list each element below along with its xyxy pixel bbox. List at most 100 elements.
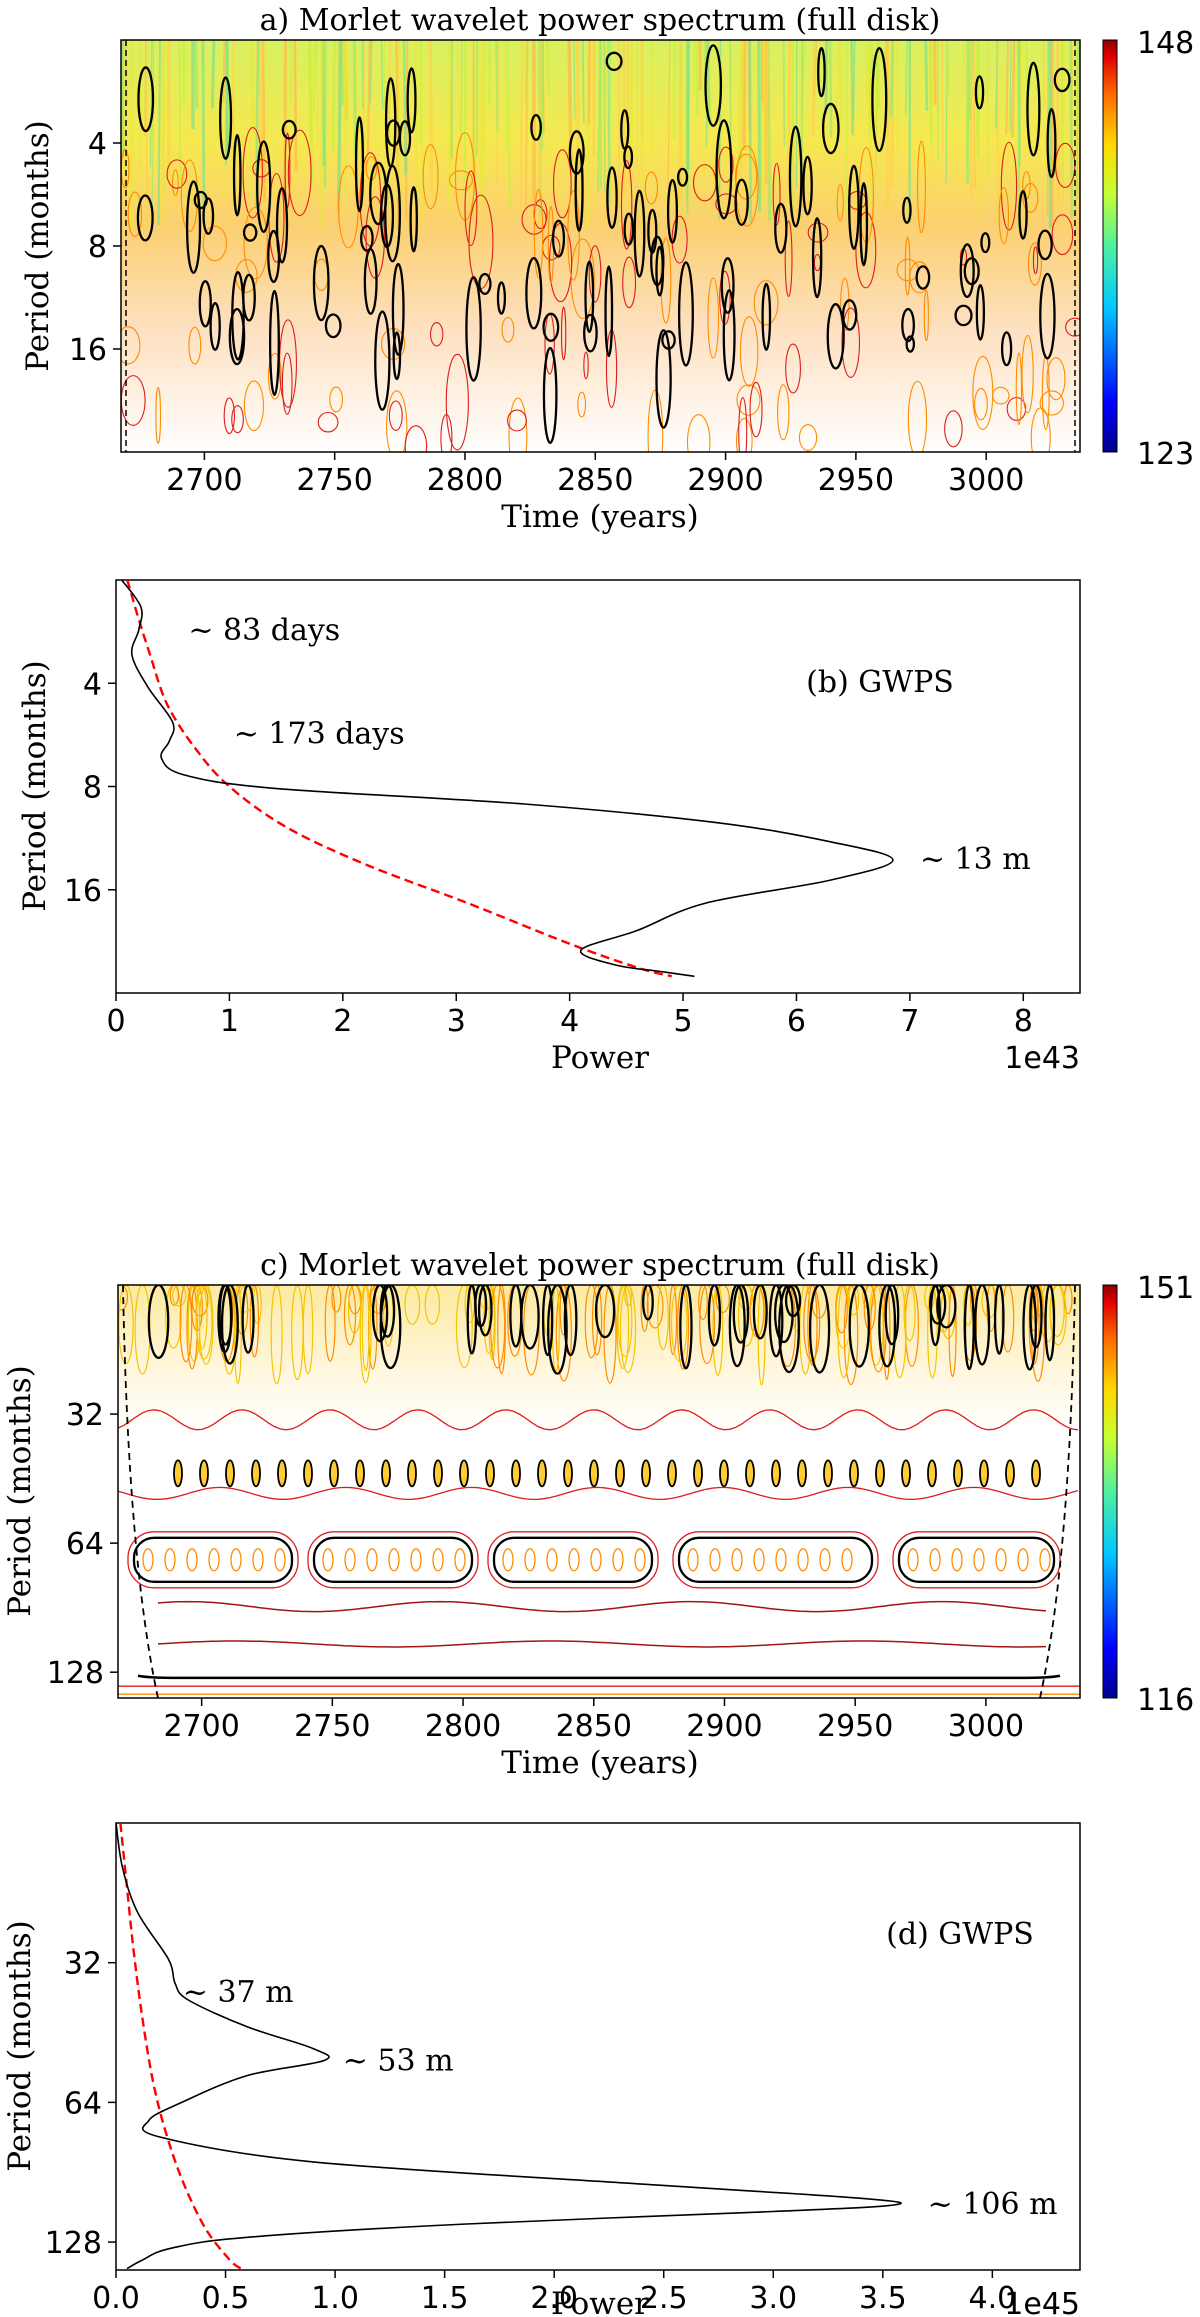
significance-contour — [693, 1459, 703, 1488]
panel-d-xtick-label: 3.0 — [749, 2281, 797, 2316]
power-contour — [591, 1285, 603, 1356]
significance-contour — [277, 1459, 287, 1488]
significance-contour — [329, 1459, 339, 1488]
significance-contour — [219, 76, 233, 160]
power-contour — [772, 162, 781, 226]
power-contour — [647, 389, 664, 452]
significance-contour — [530, 113, 542, 141]
significance-contour — [132, 1536, 294, 1583]
power-streak — [519, 40, 524, 216]
significance-contour — [137, 66, 155, 133]
panel-d-offset-label: 1e45 — [1004, 2287, 1080, 2317]
significance-contour — [623, 212, 635, 246]
panel-d-xtick-label: 1.0 — [311, 2281, 359, 2316]
significance-contour — [137, 1674, 1061, 1680]
power-contour — [619, 1285, 637, 1373]
power-contour — [798, 424, 818, 452]
power-contour — [252, 1548, 264, 1572]
power-streak — [904, 40, 909, 115]
significance-contour — [905, 335, 916, 353]
panel-b-annotation: ~ 173 days — [234, 716, 405, 751]
significance-contour — [406, 67, 417, 134]
power-contour — [738, 397, 748, 452]
significance-contour — [433, 1459, 443, 1488]
power-contour — [118, 1285, 134, 1365]
power-streak — [507, 40, 511, 208]
significance-contour — [605, 51, 623, 72]
power-contour — [784, 220, 793, 298]
significance-contour — [225, 1459, 235, 1488]
panel-d-annotations: ~ 37 m ~ 53 m ~ 106 m — [183, 1975, 1058, 2222]
power-streak — [695, 40, 699, 117]
panel-d: 0.0 0.5 1.0 1.5 2.0 2.5 3.0 3.5 4.0 32 64 128 ~ 37 … — [2, 1822, 1081, 2317]
significance-contour — [677, 1536, 874, 1583]
power-contour — [923, 289, 929, 342]
panel-a-ytick-label: 16 — [69, 333, 107, 368]
power-streak — [742, 40, 747, 151]
power-contour — [410, 1548, 422, 1572]
power-contour — [797, 1548, 809, 1572]
power-streak — [1069, 40, 1074, 219]
power-contour — [270, 1285, 283, 1385]
power-streak — [366, 40, 371, 154]
significance-contour — [509, 1285, 523, 1348]
significance-contour — [1005, 1459, 1015, 1488]
power-contour — [388, 400, 403, 431]
significance-contour — [1031, 1459, 1041, 1488]
panel-b-xtick-label: 2 — [333, 1004, 352, 1039]
power-contour — [907, 380, 928, 452]
significance-contour — [641, 1459, 651, 1488]
power-streak — [129, 40, 134, 228]
panel-b-axes: 0 1 2 3 4 5 6 7 8 4 8 16 — [64, 667, 1033, 1039]
significance-contour — [768, 1285, 784, 1358]
significance-contour — [1037, 229, 1053, 261]
power-contour — [668, 1285, 678, 1356]
power-contour — [749, 381, 763, 438]
power-contour — [974, 387, 988, 421]
power-streak — [865, 40, 870, 108]
panel-c-colorbar-max: 151 — [1137, 1271, 1194, 1306]
significance-contour — [371, 1285, 389, 1343]
power-streak — [1076, 40, 1079, 200]
power-streak — [962, 40, 965, 92]
panel-d-xtick-label: 0.5 — [202, 2281, 250, 2316]
significance-contour — [661, 330, 676, 350]
power-contour — [243, 380, 265, 432]
power-contour — [533, 188, 544, 279]
power-contour — [973, 1548, 985, 1572]
panel-c-background — [118, 1285, 1080, 1698]
power-streak — [748, 40, 752, 222]
power-contour — [448, 170, 473, 191]
power-streak — [460, 40, 463, 144]
power-contour — [836, 184, 844, 222]
significance-contour — [732, 1285, 750, 1344]
significance-contour — [979, 1459, 989, 1488]
power-contour — [455, 1285, 473, 1369]
significance-contour — [655, 329, 672, 429]
power-contour — [501, 316, 515, 343]
significance-contour — [379, 1285, 402, 1370]
significance-contour — [268, 289, 280, 397]
power-streak — [973, 40, 976, 188]
significance-contour — [496, 281, 507, 315]
significance-contour — [788, 125, 803, 228]
panel-d-significance-line — [119, 1823, 242, 2270]
power-contour — [892, 1531, 1061, 1589]
significance-contour — [745, 1459, 755, 1488]
power-contour — [686, 414, 711, 452]
panel-a-colorbar — [1102, 39, 1118, 453]
panel-b-gwps-line — [121, 580, 894, 978]
power-contour — [840, 277, 850, 332]
panel-d-xtick-label: 4.0 — [969, 2281, 1017, 2316]
coi-left — [122, 1285, 159, 1698]
significance-contour — [369, 161, 388, 226]
significance-contour — [1022, 1285, 1037, 1371]
significance-contour — [1044, 1285, 1056, 1362]
significance-contour — [802, 155, 813, 216]
power-contour — [386, 390, 408, 452]
power-streak — [488, 40, 492, 106]
power-streak — [1055, 40, 1061, 204]
panel-c-axes: 2700 2750 2800 2850 2900 2950 3000 32 64 128 — [47, 1398, 1024, 1744]
power-contour — [281, 352, 293, 415]
significance-contour — [974, 75, 985, 110]
